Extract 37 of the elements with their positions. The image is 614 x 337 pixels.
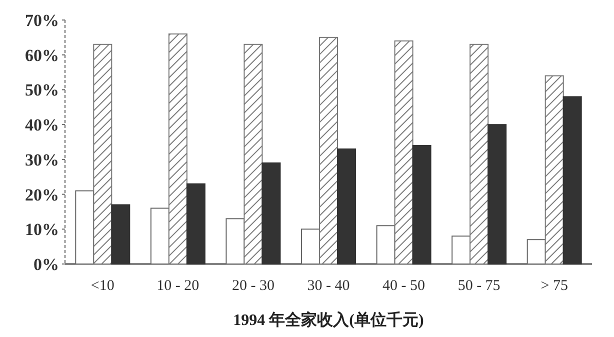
bar <box>452 236 471 264</box>
bar <box>488 124 507 264</box>
bar <box>226 218 245 264</box>
bar <box>412 144 432 264</box>
bar <box>470 44 489 264</box>
x-tick-label: 40 - 50 <box>382 278 426 294</box>
y-tick-label: 40% <box>25 116 59 135</box>
bar <box>562 96 582 264</box>
bar <box>168 33 188 264</box>
bar <box>111 204 130 264</box>
y-tick-label: 20% <box>25 185 59 204</box>
x-tick-label: 30 - 40 <box>307 278 350 294</box>
x-axis-title: 1994 年全家收入(单位千元) <box>233 310 424 329</box>
bar <box>376 225 396 264</box>
bar <box>301 228 320 264</box>
bar <box>75 190 94 264</box>
x-tick-label: 20 - 30 <box>232 278 274 294</box>
bar <box>262 162 281 264</box>
y-tick-label: 10% <box>25 220 59 240</box>
y-tick-label: 0% <box>34 255 59 274</box>
x-tick-label: 50 - 75 <box>458 278 500 294</box>
x-tick-label: > 75 <box>540 278 568 294</box>
bar <box>150 208 170 264</box>
y-tick-label: 30% <box>25 150 59 170</box>
bar <box>337 148 356 264</box>
y-tick-label: 60% <box>25 46 59 65</box>
x-tick-label: <10 <box>90 278 114 294</box>
bar <box>186 183 206 264</box>
bar <box>394 40 414 264</box>
y-tick-label: 50% <box>25 80 59 100</box>
y-tick-label: 70% <box>25 11 59 30</box>
bar <box>93 44 112 264</box>
bar <box>244 44 263 264</box>
x-tick-label: 10 - 20 <box>156 278 200 294</box>
bar <box>526 239 546 264</box>
bar <box>544 75 564 264</box>
bar <box>319 36 338 264</box>
